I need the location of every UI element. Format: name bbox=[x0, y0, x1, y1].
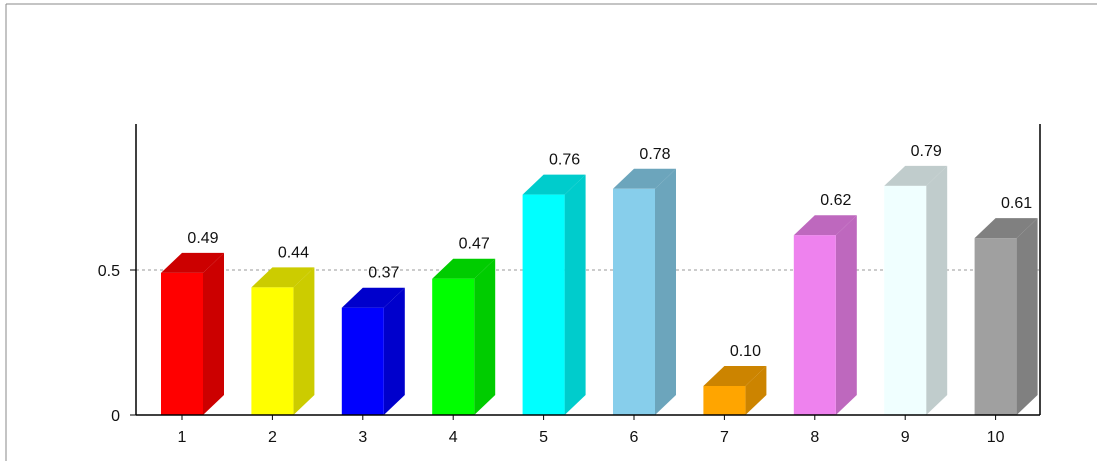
bar-top-face bbox=[161, 252, 224, 273]
bar-value-label: 0.44 bbox=[278, 244, 309, 261]
bar-5 bbox=[522, 174, 586, 415]
bars-layer bbox=[161, 165, 1038, 415]
bar-front-face bbox=[703, 386, 746, 415]
bar-side-face bbox=[926, 165, 948, 415]
bar-front-face bbox=[432, 278, 475, 415]
bar-top-face bbox=[251, 267, 315, 288]
bar-1 bbox=[161, 252, 224, 415]
x-tick-label: 2 bbox=[268, 429, 277, 446]
bar-top-face bbox=[432, 258, 496, 279]
axes-layer bbox=[130, 124, 1041, 420]
bar-front-face bbox=[161, 272, 203, 415]
x-tick-label: 9 bbox=[901, 429, 910, 446]
bar-value-label: 0.79 bbox=[911, 143, 942, 160]
bar-10 bbox=[974, 218, 1038, 415]
labels-layer: 0 0.5 0.49 1 0.44 2 0.37 3 0.47 4 0.76 5 0.78 6 0.10 7 0… bbox=[98, 143, 1033, 446]
x-tick-label: 1 bbox=[178, 429, 187, 446]
bar-front-face bbox=[974, 238, 1017, 415]
bar-top-face bbox=[974, 218, 1038, 239]
bar-3 bbox=[341, 287, 405, 415]
bar-front-face bbox=[613, 188, 655, 415]
bar-front-face bbox=[793, 235, 836, 415]
bar-side-face bbox=[383, 287, 405, 415]
x-tick-label: 7 bbox=[720, 429, 729, 446]
bar-7 bbox=[703, 366, 767, 415]
bar-side-face bbox=[474, 258, 496, 415]
x-tick-label: 6 bbox=[630, 429, 639, 446]
bar-6 bbox=[613, 168, 676, 415]
bar-side-face bbox=[655, 168, 676, 415]
bar-9 bbox=[884, 165, 948, 415]
x-tick-label: 5 bbox=[539, 429, 548, 446]
bar-side-face bbox=[293, 267, 315, 415]
bar-8 bbox=[793, 215, 857, 415]
bar-value-label: 0.61 bbox=[1001, 195, 1032, 212]
bar-side-face bbox=[745, 366, 767, 415]
bar-top-face bbox=[703, 366, 767, 386]
x-tick-label: 4 bbox=[449, 429, 458, 446]
y-tick-label: 0 bbox=[111, 408, 120, 425]
bar-value-label: 0.62 bbox=[820, 192, 851, 209]
bar-value-label: 0.78 bbox=[639, 146, 670, 163]
bar-value-label: 0.76 bbox=[549, 152, 580, 169]
bar-top-face bbox=[793, 215, 857, 236]
bar-side-face bbox=[1016, 218, 1038, 415]
bar-value-label: 0.47 bbox=[459, 236, 490, 253]
bar-front-face bbox=[251, 287, 294, 415]
bar-front-face bbox=[522, 194, 565, 415]
bar-front-face bbox=[884, 185, 927, 415]
bar-value-label: 0.49 bbox=[187, 230, 218, 247]
y-tick-label: 0.5 bbox=[98, 263, 120, 280]
bar-side-face bbox=[564, 174, 586, 415]
x-tick-label: 3 bbox=[358, 429, 367, 446]
bar-2 bbox=[251, 267, 315, 415]
bar-side-face bbox=[835, 215, 857, 415]
x-tick-label: 10 bbox=[987, 429, 1005, 446]
bar-value-label: 0.10 bbox=[730, 343, 761, 360]
bar-front-face bbox=[341, 307, 384, 415]
bar-top-face bbox=[341, 287, 405, 308]
x-tick-label: 8 bbox=[810, 429, 819, 446]
bar-4 bbox=[432, 258, 496, 415]
bar-value-label: 0.37 bbox=[368, 265, 399, 282]
bar-top-face bbox=[884, 165, 948, 186]
bar-top-face bbox=[522, 174, 586, 195]
bar-top-face bbox=[613, 168, 676, 189]
bar-side-face bbox=[203, 252, 224, 415]
